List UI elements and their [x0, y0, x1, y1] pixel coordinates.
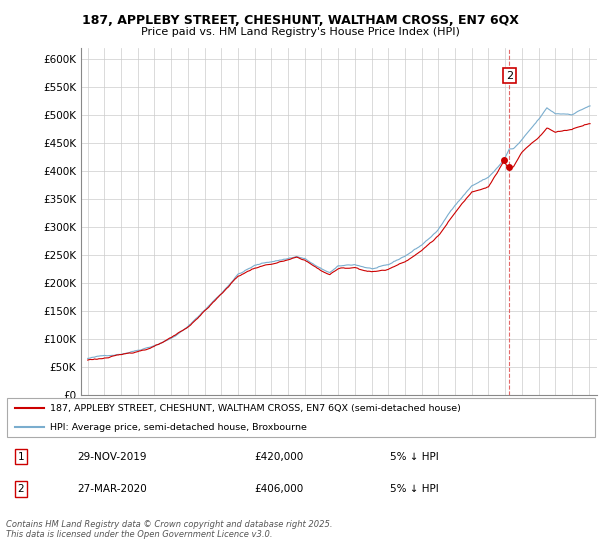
Text: 2: 2	[506, 71, 513, 81]
Text: HPI: Average price, semi-detached house, Broxbourne: HPI: Average price, semi-detached house,…	[50, 423, 307, 432]
Text: £406,000: £406,000	[254, 484, 304, 494]
Text: 27-MAR-2020: 27-MAR-2020	[77, 484, 146, 494]
Text: 2: 2	[17, 484, 24, 494]
FancyBboxPatch shape	[7, 398, 595, 437]
Text: 5% ↓ HPI: 5% ↓ HPI	[390, 452, 439, 462]
Text: 187, APPLEBY STREET, CHESHUNT, WALTHAM CROSS, EN7 6QX: 187, APPLEBY STREET, CHESHUNT, WALTHAM C…	[82, 14, 518, 27]
Text: Price paid vs. HM Land Registry's House Price Index (HPI): Price paid vs. HM Land Registry's House …	[140, 27, 460, 37]
Text: 187, APPLEBY STREET, CHESHUNT, WALTHAM CROSS, EN7 6QX (semi-detached house): 187, APPLEBY STREET, CHESHUNT, WALTHAM C…	[50, 404, 461, 413]
Text: Contains HM Land Registry data © Crown copyright and database right 2025.
This d: Contains HM Land Registry data © Crown c…	[6, 520, 332, 539]
Text: £420,000: £420,000	[254, 452, 304, 462]
Text: 5% ↓ HPI: 5% ↓ HPI	[390, 484, 439, 494]
Text: 29-NOV-2019: 29-NOV-2019	[77, 452, 146, 462]
Text: 1: 1	[17, 452, 24, 462]
